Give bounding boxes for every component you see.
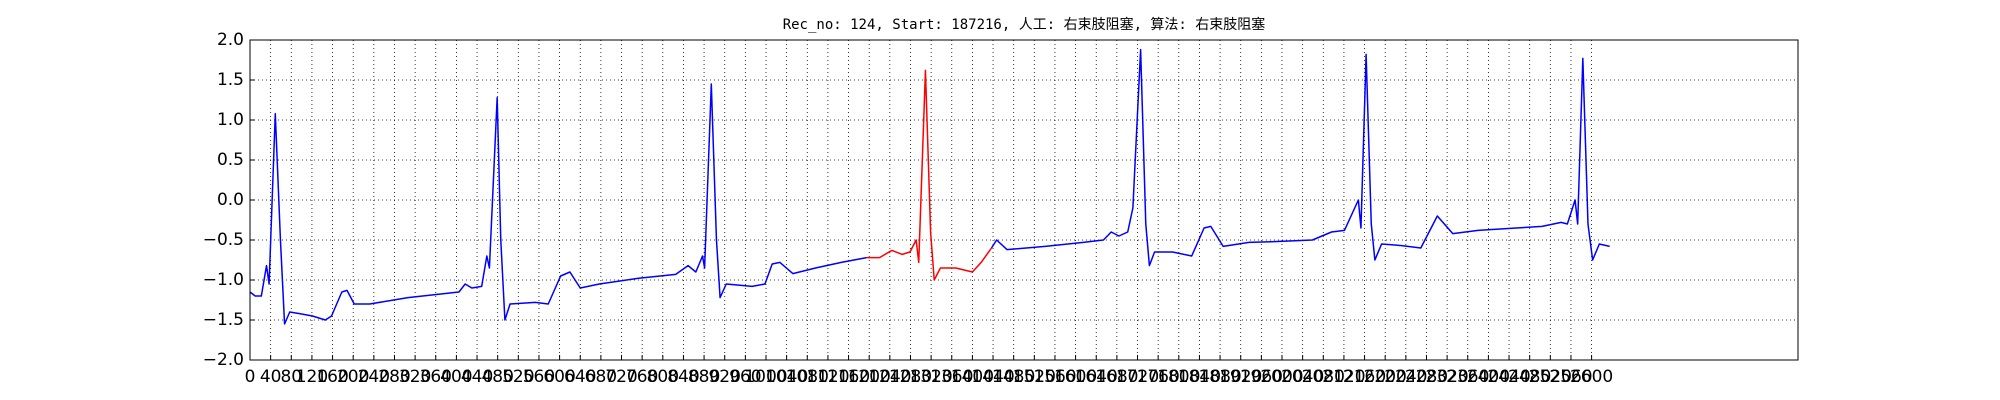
- ecg-line: [249, 83, 867, 325]
- y-tick-label: −1.5: [203, 310, 244, 330]
- x-tick-label: 1200: [848, 367, 891, 387]
- x-tick-label: 1120: [806, 367, 849, 387]
- y-tick-label: 1.0: [217, 110, 244, 130]
- x-tick-label: 1680: [1095, 367, 1138, 387]
- x-tick-label: 480: [481, 367, 513, 387]
- x-tick-label: 2600: [1570, 367, 1613, 387]
- x-tick-label: 920: [708, 367, 740, 387]
- x-tick-label: 2400: [1467, 367, 1510, 387]
- x-tick-label: 160: [316, 367, 348, 387]
- y-tick-label: 1.5: [217, 70, 244, 90]
- x-tick-label: 680: [585, 367, 617, 387]
- x-tick-label: 800: [647, 367, 679, 387]
- x-tick-label: 1560: [1033, 367, 1076, 387]
- x-tick-label: 2160: [1343, 367, 1386, 387]
- x-tick-label: 1840: [1178, 367, 1221, 387]
- x-tick-label: 2080: [1302, 367, 1345, 387]
- y-tick-label: −1.0: [203, 270, 244, 290]
- x-tick-label: 1080: [786, 367, 829, 387]
- x-tick-label: 2000: [1260, 367, 1303, 387]
- x-tick-label: 120: [296, 367, 328, 387]
- x-tick-label: 1320: [909, 367, 952, 387]
- x-tick-label: 1600: [1054, 367, 1097, 387]
- x-tick-label: 1040: [765, 367, 808, 387]
- x-tick-label: 880: [688, 367, 720, 387]
- x-tick-label: 2480: [1508, 367, 1551, 387]
- x-tick-label: 520: [502, 367, 534, 387]
- x-tick-label: 320: [399, 367, 431, 387]
- y-tick-label: 2.0: [217, 30, 244, 50]
- x-tick-label: 2360: [1446, 367, 1489, 387]
- x-tick-label: 1920: [1219, 367, 1262, 387]
- x-tick-label: 2200: [1364, 367, 1407, 387]
- y-tick-label: 0.5: [217, 150, 244, 170]
- chart-title: Rec_no: 124, Start: 187216, 人工: 右束肢阻塞, 算…: [783, 16, 1266, 33]
- x-tick-label: 1520: [1013, 367, 1056, 387]
- x-tick-label: 1760: [1137, 367, 1180, 387]
- x-tick-label: 280: [378, 367, 410, 387]
- x-tick-label: 2320: [1425, 367, 1468, 387]
- x-tick-label: 1160: [827, 367, 870, 387]
- x-tick-label: 560: [523, 367, 555, 387]
- x-tick-label: 1720: [1116, 367, 1159, 387]
- x-tick-label: 2120: [1322, 367, 1365, 387]
- x-tick-label: 2240: [1384, 367, 1427, 387]
- x-tick-label: 2520: [1529, 367, 1572, 387]
- x-tick-label: 440: [461, 367, 493, 387]
- x-tick-label: 240: [358, 367, 390, 387]
- x-tick-label: 360: [420, 367, 452, 387]
- x-tick-label: 40: [260, 367, 282, 387]
- x-tick-label: 2560: [1549, 367, 1592, 387]
- y-tick-label: −0.5: [203, 230, 244, 250]
- x-tick-label: 1960: [1240, 367, 1283, 387]
- x-tick-label: 840: [667, 367, 699, 387]
- x-tick-label: 1360: [930, 367, 973, 387]
- x-tick-label: 1400: [951, 367, 994, 387]
- plot-frame: [249, 39, 1799, 361]
- x-tick-label: 720: [605, 367, 637, 387]
- x-tick-label: 1640: [1075, 367, 1118, 387]
- ecg-line: [990, 48, 1610, 267]
- x-tick-label: 1480: [992, 367, 1035, 387]
- x-tick-label: 2440: [1487, 367, 1530, 387]
- x-tick-label: 0: [245, 367, 256, 387]
- x-tick-label: 960: [729, 367, 761, 387]
- x-tick-label: 1240: [868, 367, 911, 387]
- y-tick-label: −2.0: [203, 350, 244, 370]
- y-tick-label: 0.0: [217, 190, 244, 210]
- x-tick-label: 1440: [971, 367, 1014, 387]
- x-tick-label: 1880: [1198, 367, 1241, 387]
- x-tick-label: 640: [564, 367, 596, 387]
- ecg-line: [866, 69, 993, 281]
- x-tick-label: 600: [543, 367, 575, 387]
- x-tick-label: 2280: [1405, 367, 1448, 387]
- x-tick-label: 1280: [889, 367, 932, 387]
- x-tick-label: 80: [280, 367, 302, 387]
- x-tick-label: 200: [337, 367, 369, 387]
- x-tick-label: 1800: [1157, 367, 1200, 387]
- x-tick-label: 2040: [1281, 367, 1324, 387]
- x-tick-label: 1000: [744, 367, 787, 387]
- x-tick-label: 760: [626, 367, 658, 387]
- x-tick-label: 400: [440, 367, 472, 387]
